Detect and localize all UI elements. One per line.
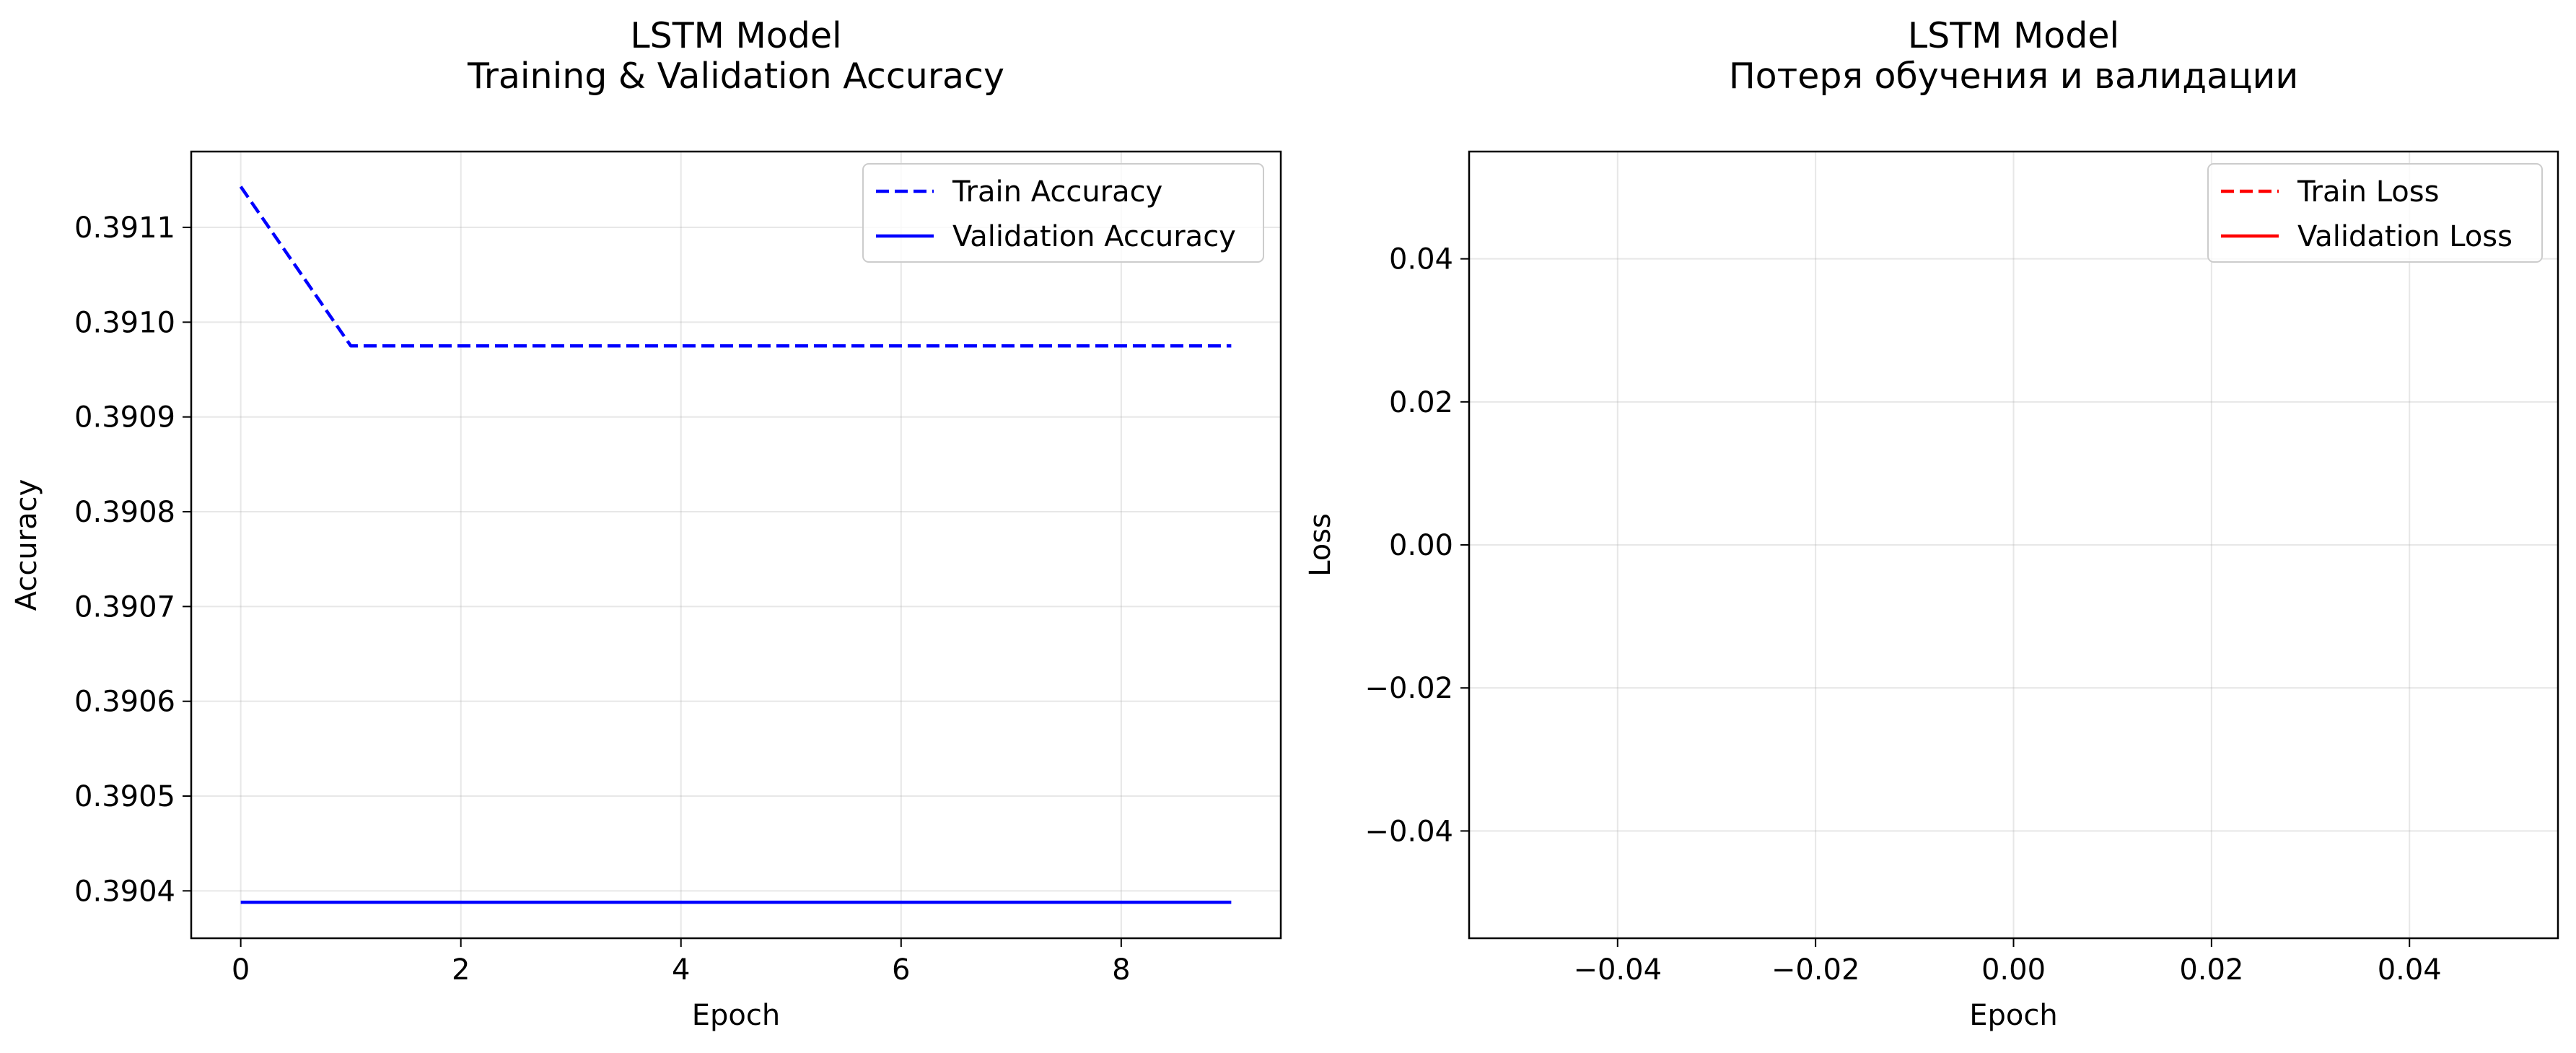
accuracy-x-tick-label: 6 xyxy=(892,953,910,987)
accuracy-x-tick-label: 4 xyxy=(672,953,690,987)
loss-y-tick-label: 0.02 xyxy=(1389,386,1453,419)
accuracy-y-tick-label: 0.3909 xyxy=(74,401,175,434)
loss-x-tick-label: −0.04 xyxy=(1573,953,1662,987)
loss-x-tick-label: 0.04 xyxy=(2378,953,2442,987)
loss-ticks: −0.04 −0.02 0.00 0.02 0.04 −0.04 −0.02 0.00 0.02… xyxy=(1364,243,2441,987)
accuracy-legend-label: Train Accuracy xyxy=(952,175,1162,209)
loss-chart-title: LSTM Model Потеря обучения и валидации xyxy=(1729,15,2298,97)
loss-chart: LSTM Model Потеря обучения и валидации −0… xyxy=(1304,15,2559,1032)
accuracy-x-axis-label: Epoch xyxy=(692,999,780,1032)
accuracy-grid xyxy=(191,152,1281,938)
loss-legend-label: Validation Loss xyxy=(2297,220,2513,253)
accuracy-series-line-1 xyxy=(239,185,1232,348)
accuracy-x-tick-label: 8 xyxy=(1112,953,1130,987)
accuracy-y-axis-label: Accuracy xyxy=(10,479,43,611)
accuracy-y-tick-label: 0.3910 xyxy=(74,306,175,339)
accuracy-legend-label: Validation Accuracy xyxy=(952,220,1236,253)
accuracy-series-group xyxy=(239,185,1232,904)
loss-grid xyxy=(1469,152,2558,938)
accuracy-legend-box xyxy=(862,163,1264,263)
loss-legend: Train Loss Validation Loss xyxy=(2207,163,2543,263)
loss-x-axis-label: Epoch xyxy=(1969,999,2057,1032)
loss-title-line: Потеря обучения и валидации xyxy=(1729,56,2298,97)
accuracy-legend: Train Accuracy Validation Accuracy xyxy=(862,163,1264,263)
loss-y-tick-label: 0.04 xyxy=(1389,243,1453,276)
loss-y-tick-label: 0.00 xyxy=(1389,529,1453,562)
accuracy-axes-frame xyxy=(190,150,1282,940)
loss-y-axis-label: Loss xyxy=(1304,513,1337,577)
loss-legend-box xyxy=(2207,163,2543,263)
loss-x-tick-label: 0.00 xyxy=(1981,953,2046,987)
loss-title-line: LSTM Model xyxy=(1908,15,2119,56)
accuracy-x-tick-label: 2 xyxy=(452,953,470,987)
accuracy-title-line: LSTM Model xyxy=(630,15,841,56)
accuracy-ticks: 0 2 4 6 8 0.3904 0.3905 0.3906 0.3907 0.3908 0.390… xyxy=(74,211,1131,987)
accuracy-y-tick-label: 0.3904 xyxy=(74,875,175,908)
accuracy-y-tick-label: 0.3906 xyxy=(74,686,175,719)
loss-x-tick-label: 0.02 xyxy=(2179,953,2243,987)
accuracy-chart-title: LSTM Model Training & Validation Accuracy xyxy=(467,15,1004,97)
accuracy-y-tick-label: 0.3908 xyxy=(74,496,175,529)
loss-y-tick-label: −0.04 xyxy=(1364,815,1453,848)
accuracy-x-tick-label: 0 xyxy=(232,953,250,987)
loss-x-tick-label: −0.02 xyxy=(1771,953,1860,987)
accuracy-chart: LSTM Model Training & Validation Accuracy… xyxy=(10,15,1282,1032)
accuracy-title-line: Training & Validation Accuracy xyxy=(467,56,1004,97)
accuracy-y-tick-label: 0.3911 xyxy=(74,211,175,245)
accuracy-y-tick-label: 0.3907 xyxy=(74,590,175,624)
accuracy-y-tick-label: 0.3905 xyxy=(74,780,175,813)
loss-y-tick-label: −0.02 xyxy=(1364,672,1453,705)
loss-legend-label: Train Loss xyxy=(2297,175,2439,209)
